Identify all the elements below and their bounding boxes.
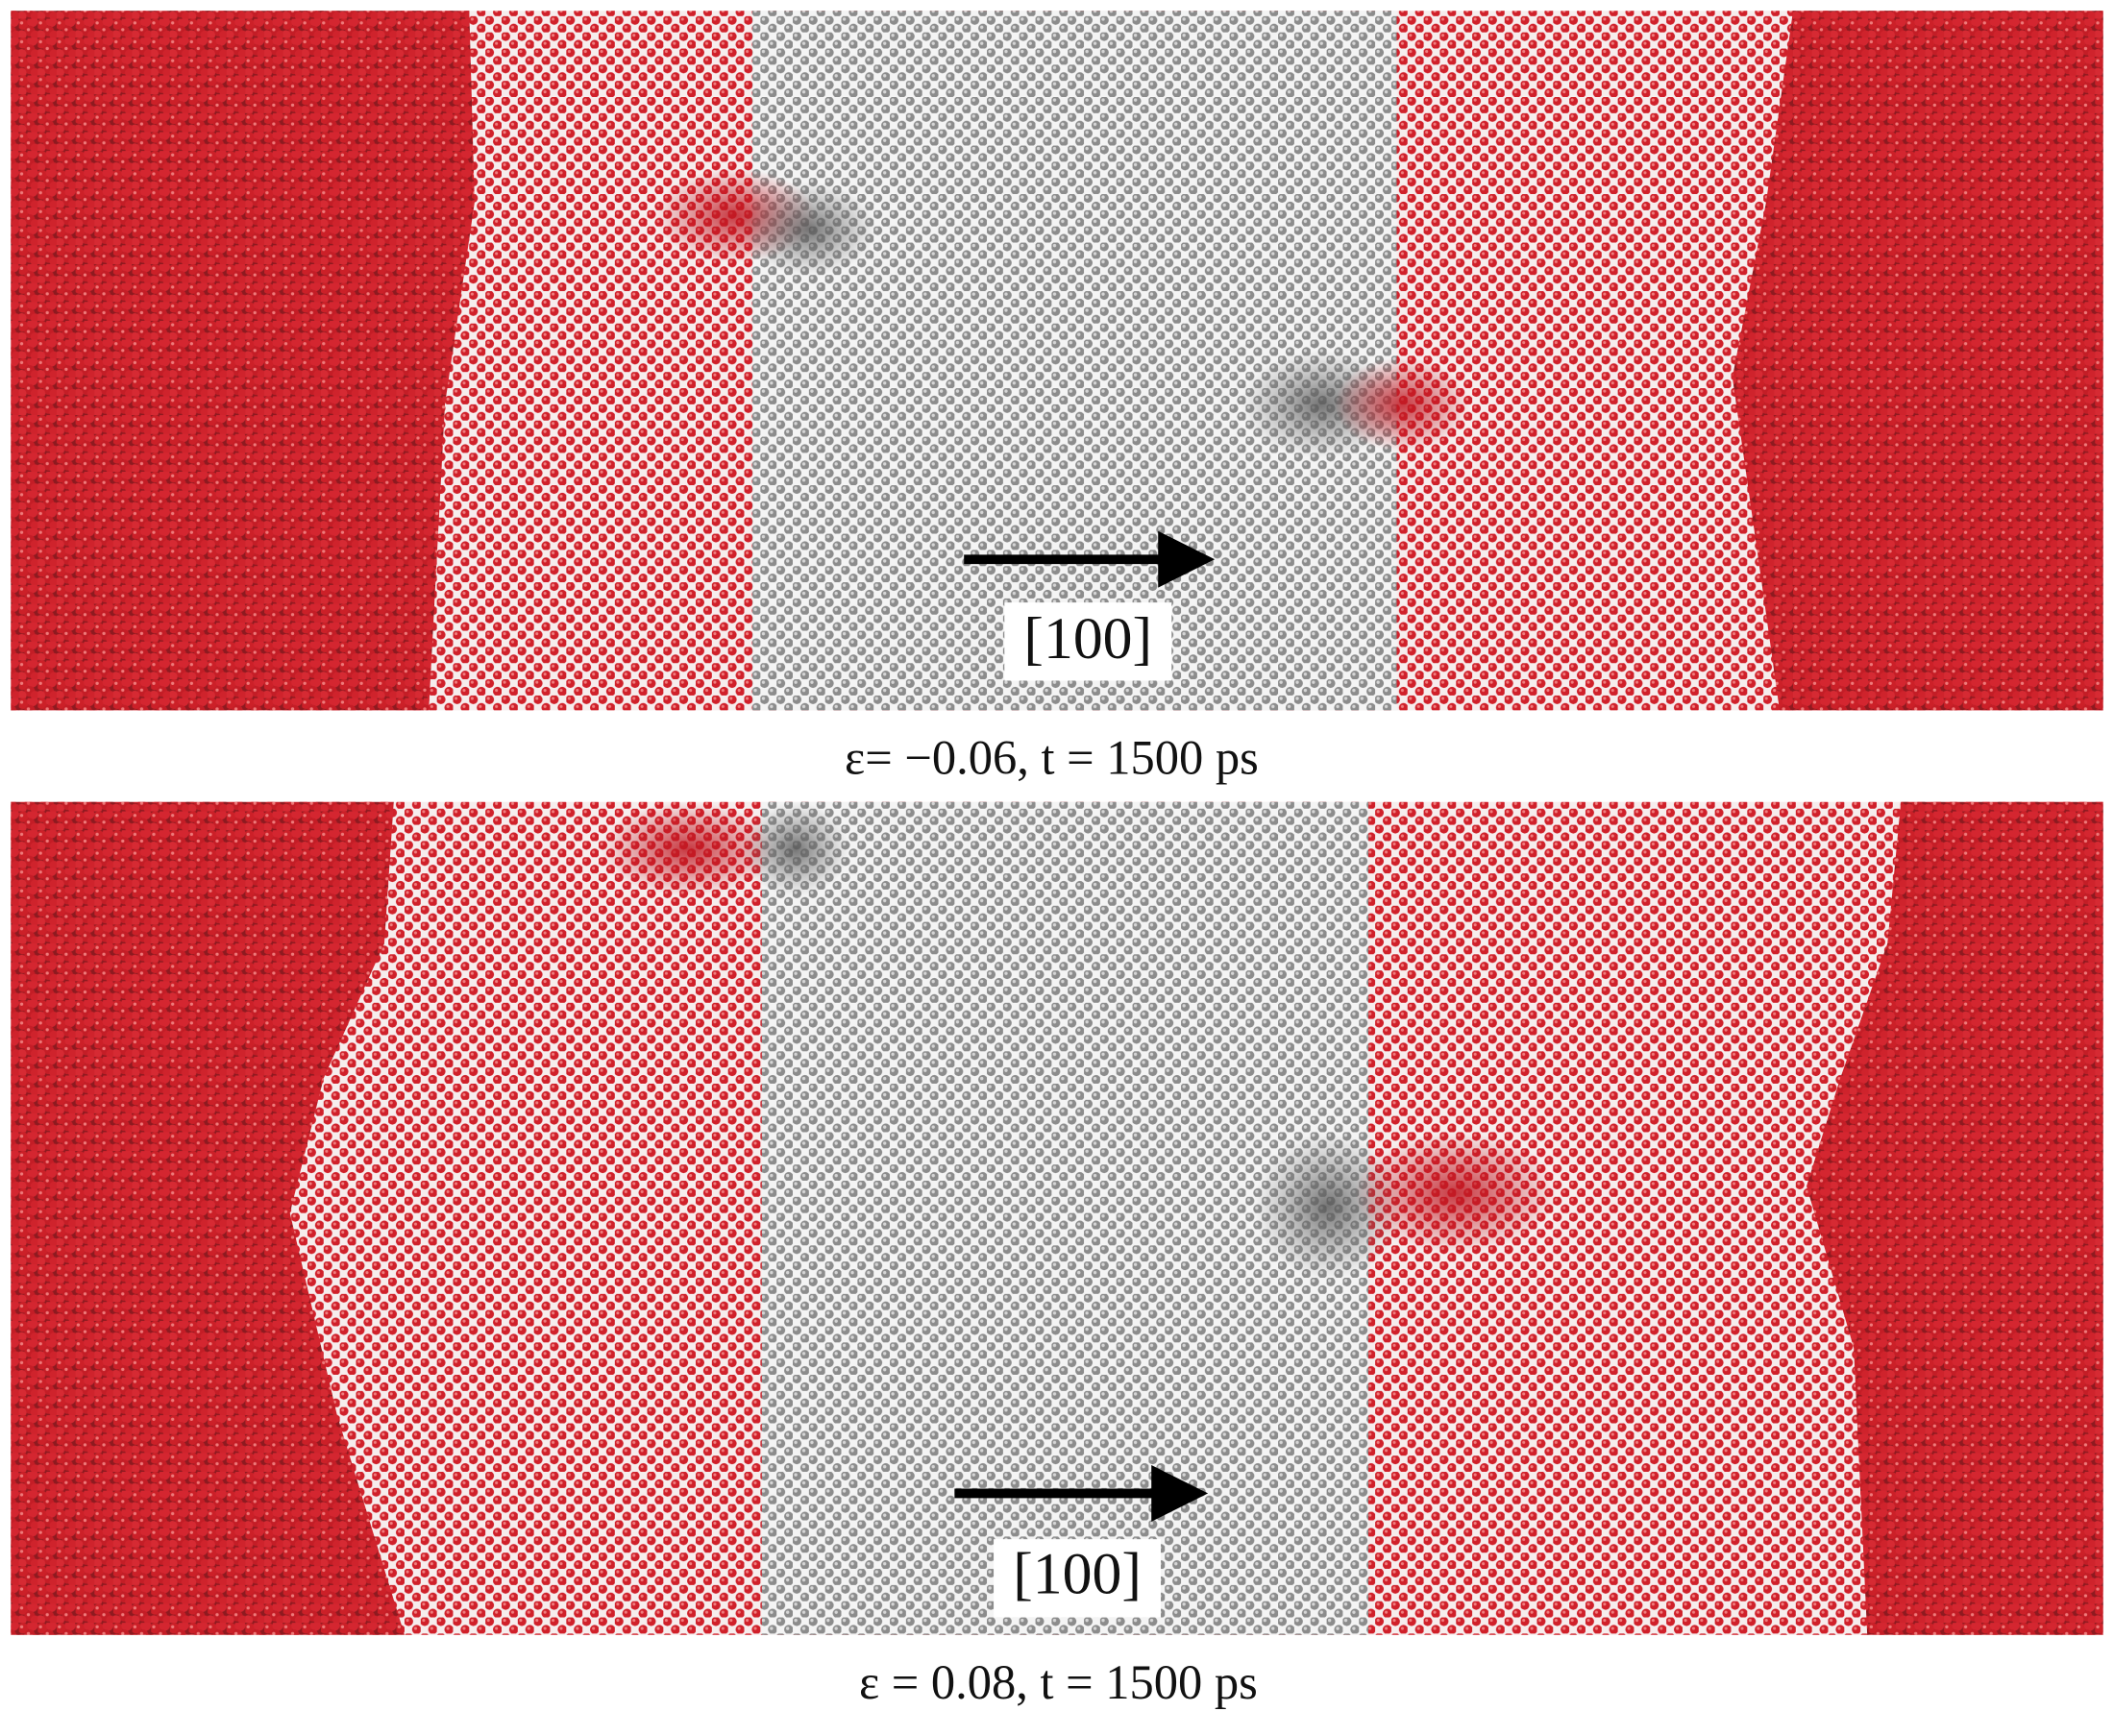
direction-label: [100]: [1013, 1541, 1142, 1606]
defect: [741, 182, 877, 277]
direction-label: [100]: [1023, 606, 1152, 672]
disordered-region-right: [1732, 11, 2103, 711]
disordered-region-left: [11, 11, 475, 711]
defect: [741, 801, 849, 896]
disordered-region-left: [11, 801, 405, 1635]
panel-1: [100]: [11, 11, 2103, 711]
defect: [1335, 356, 1470, 452]
disordered-region-right: [1807, 801, 2103, 1635]
label-box: [1004, 602, 1172, 681]
caption: ε = 0.08, t = 1500 ps: [859, 1655, 1258, 1709]
defect: [600, 801, 775, 896]
caption: ε= −0.06, t = 1500 ps: [845, 731, 1259, 785]
panel-2: [100]: [11, 801, 2103, 1635]
defect: [1355, 1132, 1558, 1254]
label-box: [994, 1539, 1162, 1618]
